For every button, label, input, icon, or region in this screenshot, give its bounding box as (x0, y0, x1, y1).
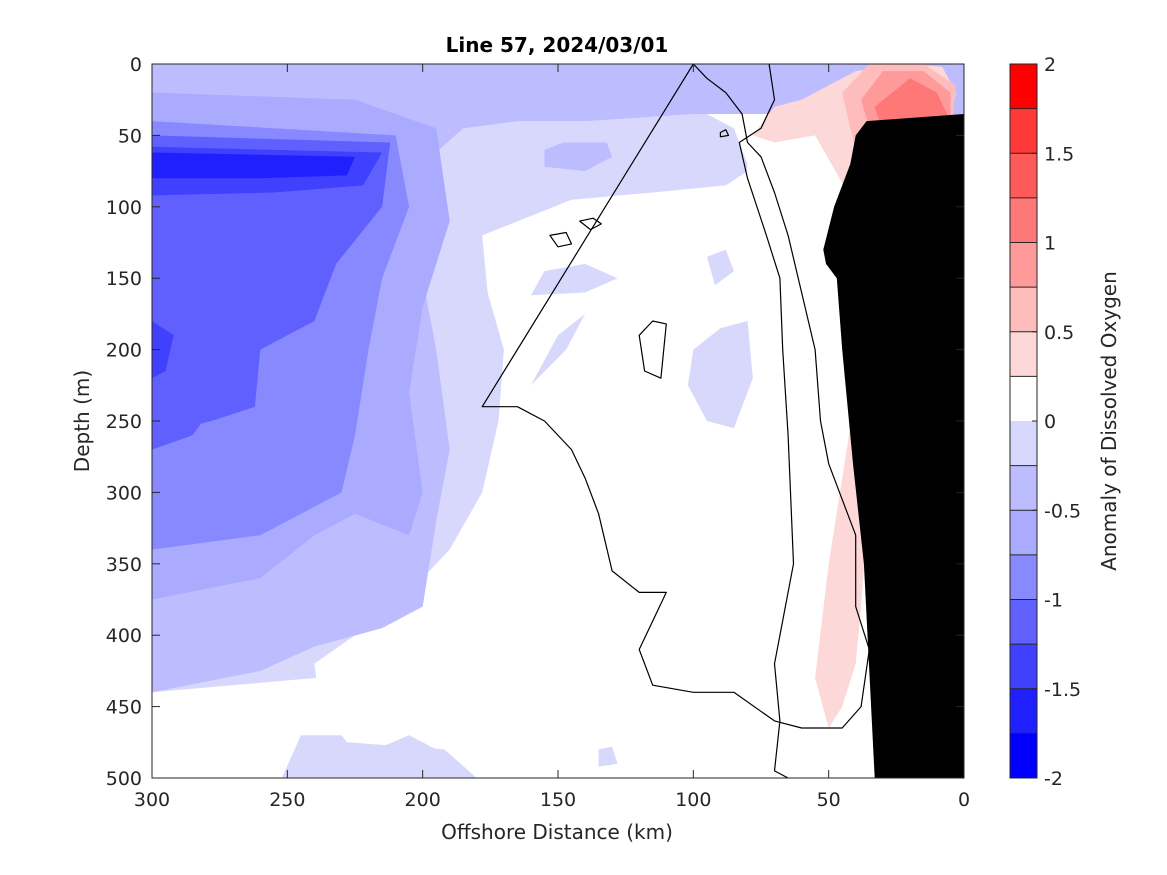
colorbar-swatch (1010, 644, 1037, 689)
colorbar-swatch (1010, 599, 1037, 645)
colorbar-swatch (1010, 64, 1037, 109)
colorbar: 2 1.5 1 0.5 0 -0.5 -1 -1.5 -2 (1009, 54, 1081, 790)
y-tick-label: 250 (106, 411, 142, 433)
colorbar-swatch (1010, 421, 1037, 466)
colorbar-swatch (1010, 287, 1037, 332)
colorbar-swatch (1010, 242, 1037, 288)
x-tick-label: 0 (958, 789, 970, 811)
y-tick-label: 50 (118, 125, 142, 147)
zero-contour-line-2 (549, 231, 573, 248)
contour-region-neg-shelf-bump (382, 735, 477, 778)
colorbar-tick-label: 2 (1044, 54, 1056, 76)
colorbar-tick-label: 1 (1044, 233, 1056, 255)
zero-contour-line-3 (579, 217, 602, 231)
colorbar-tick-label: 1.5 (1044, 143, 1074, 165)
x-tick-label: 200 (405, 789, 441, 811)
colorbar-swatch (1010, 108, 1037, 154)
zero-contour-line-1 (481, 64, 870, 729)
colorbar-tick-label: -0.5 (1044, 500, 1081, 522)
plot-area: 300 250 200 150 100 50 0 050100150200250300350… (106, 54, 970, 811)
colorbar-tick-label: 0.5 (1044, 322, 1074, 344)
colorbar-tick-label: -2 (1044, 768, 1063, 790)
y-tick-label: 150 (106, 268, 142, 290)
y-axis-label: Depth (m) (70, 370, 94, 472)
contour-region-neg-blob-d (706, 249, 734, 286)
colorbar-swatch (1010, 465, 1037, 511)
colorbar-swatch (1010, 688, 1037, 734)
colorbar-swatch (1010, 554, 1037, 600)
colorbar-swatch (1010, 153, 1037, 198)
x-tick-label: 50 (817, 789, 841, 811)
colorbar-tick-label: -1 (1044, 590, 1063, 612)
contour-region-neg-m15-lower (152, 321, 174, 379)
x-tick-label: 150 (540, 789, 576, 811)
contour-region-neg-m125 (152, 135, 391, 436)
colorbar-swatch (1010, 197, 1037, 243)
zero-contour-line-0 (738, 64, 795, 778)
chart-title: Line 57, 2024/03/01 (446, 33, 669, 57)
contour-region-neg-blob-f (544, 142, 613, 172)
contour-region-zero-mid-upper (314, 171, 789, 778)
contour-region-bathymetry (823, 114, 964, 778)
zero-contour-line-4 (638, 320, 667, 379)
contour-region-neg-blob-c (687, 321, 753, 429)
y-tick-label: 200 (106, 340, 142, 362)
colorbar-tick-label: 0 (1044, 411, 1056, 433)
x-tick-label: 300 (134, 789, 170, 811)
x-tick-label: 250 (269, 789, 305, 811)
contour-region-neg-m125-lower (152, 321, 234, 450)
y-tick-label: 400 (106, 625, 142, 647)
colorbar-swatch (1010, 733, 1037, 778)
colorbar-swatch (1010, 331, 1037, 377)
y-tick-label: 300 (106, 482, 142, 504)
y-tick-label: 450 (106, 697, 142, 719)
colorbar-swatch (1010, 376, 1037, 421)
y-tick-label: 500 (106, 768, 142, 790)
contour-region-neg-blob-a (530, 313, 586, 386)
y-tick-label: 0 (130, 54, 142, 76)
colorbar-tick-label: -1.5 (1044, 679, 1081, 701)
zero-contour-line-5 (719, 129, 730, 138)
x-tick-label: 100 (675, 789, 711, 811)
x-axis-label: Offshore Distance (km) (441, 820, 673, 844)
y-tick-label: 100 (106, 197, 142, 219)
colorbar-label: Anomaly of Dissolved Oxygen (1097, 271, 1121, 571)
contour-region-neg-blob-b (530, 263, 618, 296)
y-tick-label: 350 (106, 554, 142, 576)
contour-region-zero-bottom-left (152, 678, 396, 778)
contour-region-neg-blob-e (598, 746, 618, 767)
contour-region-neg-m175 (152, 152, 355, 179)
colorbar-swatch (1010, 510, 1037, 555)
